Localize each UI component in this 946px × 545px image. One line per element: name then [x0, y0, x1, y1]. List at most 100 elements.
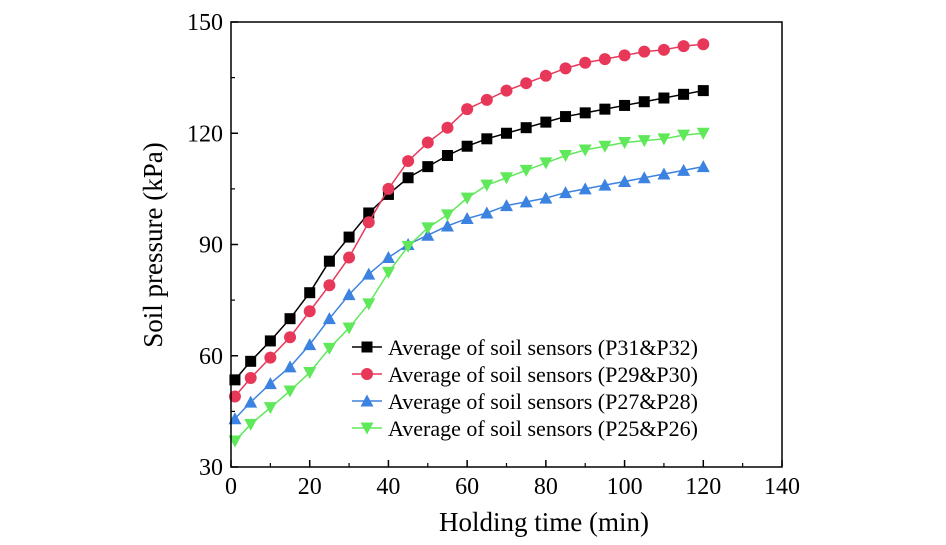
series-2 — [228, 160, 710, 425]
legend-label-1: Average of soil sensors (P29&P30) — [388, 362, 698, 387]
series-0-point-14 — [501, 127, 512, 139]
series-2-point-10 — [421, 228, 435, 241]
plot-frame — [230, 21, 783, 468]
series-2-point-13 — [480, 206, 494, 219]
series-0-point-18 — [579, 107, 591, 119]
y-tick-label-3: 120 — [187, 121, 223, 147]
series-1 — [228, 38, 710, 403]
series-2-point-24 — [696, 160, 710, 173]
y-axis-title: Soil pressure (kPa) — [138, 142, 168, 347]
series-3-point-11 — [440, 209, 454, 222]
series-0-point-19 — [599, 103, 611, 115]
series-2-point-14 — [500, 199, 513, 212]
series-3-point-10 — [421, 222, 435, 235]
y-tick-label-0: 30 — [199, 455, 223, 481]
series-3-point-19 — [598, 140, 612, 153]
series-1-point-5 — [323, 279, 336, 292]
series-1-point-1 — [244, 372, 257, 384]
legend-marker-2 — [360, 394, 374, 407]
x-tick-label-6: 120 — [685, 474, 721, 500]
series-0-point-16 — [540, 116, 552, 128]
series-3-point-5 — [322, 342, 336, 355]
legend-label-3: Average of soil sensors (P25&P26) — [388, 416, 698, 441]
series-0-point-20 — [619, 99, 631, 111]
series-1-point-16 — [539, 69, 552, 82]
series-0-point-9 — [402, 172, 414, 184]
series-1-point-13 — [480, 93, 493, 106]
series-2-point-21 — [637, 171, 651, 184]
series-0-point-11 — [441, 150, 453, 161]
series-0-point-7 — [363, 207, 375, 219]
x-tick-label-1: 20 — [298, 474, 322, 500]
series-1-point-10 — [421, 136, 434, 149]
legend-label-2: Average of soil sensors (P27&P28) — [388, 389, 698, 414]
series-3-point-17 — [559, 150, 573, 162]
series-1-point-9 — [402, 155, 415, 168]
series-3-point-14 — [500, 172, 513, 185]
series-0-point-22 — [658, 92, 670, 104]
series-0-point-10 — [422, 161, 434, 173]
series-2-point-12 — [460, 212, 474, 225]
series-3-point-6 — [342, 322, 356, 335]
series-1-point-3 — [284, 331, 297, 344]
series-0-point-12 — [461, 140, 473, 152]
series-3-point-2 — [263, 402, 277, 415]
legend-marker-3 — [360, 422, 374, 435]
series-3-point-18 — [578, 144, 592, 157]
series-3-point-7 — [362, 298, 376, 311]
series-3-point-3 — [283, 385, 297, 398]
y-tick-label-1: 60 — [199, 344, 223, 370]
legend-marker-0 — [361, 341, 373, 353]
series-3-point-4 — [303, 366, 317, 379]
series-1-point-12 — [461, 103, 474, 116]
series-2-point-7 — [362, 267, 376, 280]
legend: Average of soil sensors (P31&P32)Average… — [352, 335, 698, 441]
series-1-point-20 — [618, 49, 631, 62]
series-2-point-22 — [657, 167, 671, 180]
y-tick-label-4: 150 — [187, 10, 223, 36]
series-2-point-18 — [578, 182, 592, 195]
series-1-point-2 — [264, 351, 277, 364]
x-axis-title: Holding time (min) — [439, 507, 649, 537]
series-3-point-22 — [657, 133, 671, 146]
series-0-point-23 — [678, 88, 690, 100]
x-tick-label-4: 80 — [534, 474, 558, 500]
series-3-point-9 — [401, 240, 415, 253]
series-layer — [228, 38, 710, 448]
series-3-point-21 — [637, 135, 651, 148]
x-tick-label-2: 40 — [376, 474, 400, 500]
series-2-point-8 — [381, 250, 395, 263]
series-0-point-2 — [264, 335, 276, 347]
series-1-point-18 — [579, 56, 592, 69]
series-1-point-11 — [441, 121, 454, 134]
series-1-point-7 — [362, 216, 375, 229]
series-2-point-15 — [519, 195, 533, 208]
series-1-point-14 — [500, 84, 513, 97]
legend-label-0: Average of soil sensors (P31&P32) — [388, 335, 698, 360]
series-1-point-22 — [657, 43, 670, 56]
series-2-point-20 — [618, 174, 632, 187]
series-1-point-15 — [520, 77, 533, 90]
series-2-point-2 — [263, 377, 277, 390]
x-axis-ticks: 0 20 40 60 80 100 120 140 — [225, 460, 800, 500]
series-0-point-24 — [697, 85, 709, 97]
series-1-point-8 — [382, 182, 395, 195]
series-0-point-1 — [245, 355, 257, 367]
legend-item-1: Average of soil sensors (P29&P30) — [352, 362, 698, 387]
series-1-point-17 — [559, 62, 572, 75]
series-2-point-1 — [244, 395, 258, 408]
series-2-point-16 — [539, 191, 553, 204]
x-tick-label-5: 100 — [607, 474, 643, 500]
series-2-point-19 — [598, 178, 612, 191]
legend-item-0: Average of soil sensors (P31&P32) — [352, 335, 698, 360]
y-tick-label-2: 90 — [199, 233, 223, 259]
series-3-point-23 — [677, 129, 691, 142]
series-1-point-4 — [303, 305, 316, 318]
series-2-point-5 — [322, 312, 336, 325]
x-tick-label-7: 140 — [764, 474, 800, 500]
legend-item-2: Average of soil sensors (P27&P28) — [352, 389, 698, 414]
series-0-point-17 — [560, 111, 572, 123]
legend-item-3: Average of soil sensors (P25&P26) — [352, 416, 698, 441]
x-tick-label-3: 60 — [455, 474, 479, 500]
